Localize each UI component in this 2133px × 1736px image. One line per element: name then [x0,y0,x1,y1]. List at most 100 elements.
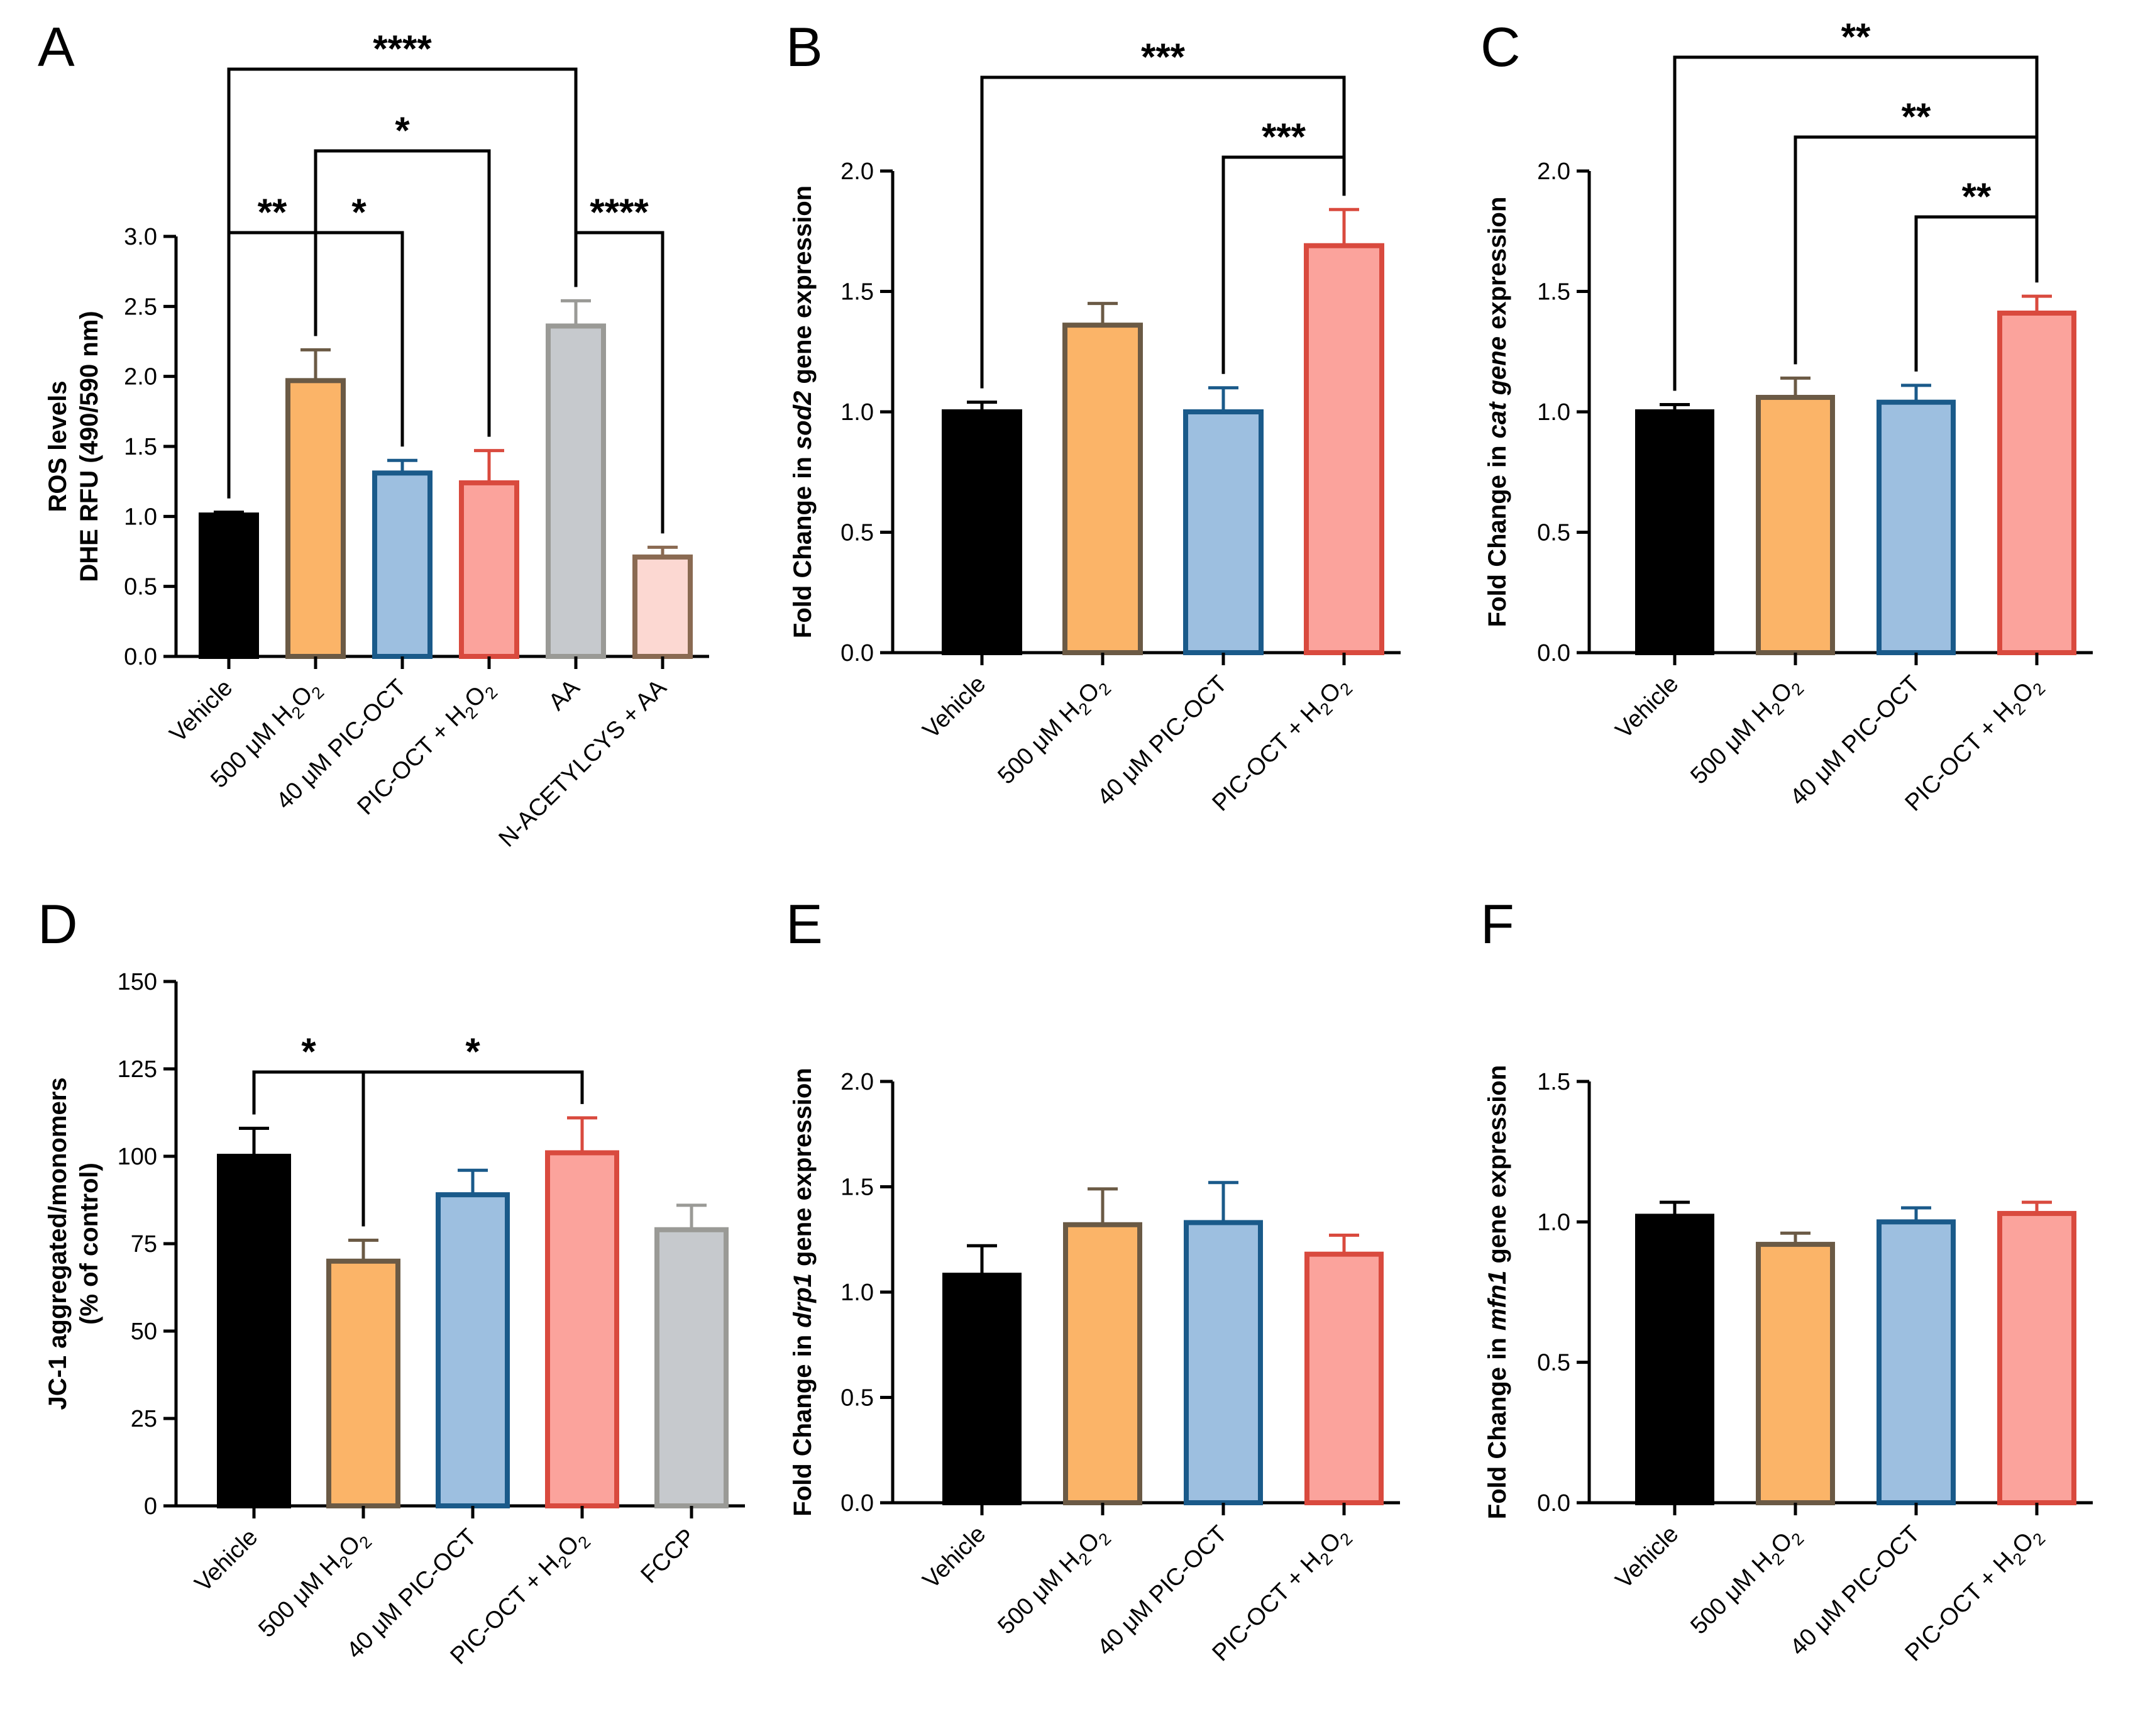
y-tick-label: 1.5 [1537,1069,1570,1095]
category-label: PIC-OCT + H2O2 [1207,1521,1356,1670]
y-axis-title: Fold Change in cat gene expression [1484,197,1511,628]
category-label: 500 μM H2O2 [253,1524,375,1646]
significance-bracket [314,231,404,447]
bar [1183,409,1264,655]
y-tick-label: 75 [131,1231,157,1258]
y-tick-label: 0 [144,1493,157,1520]
significance-bracket [574,231,664,534]
bar [1997,1210,2076,1506]
y-tick-label: 50 [131,1319,157,1345]
significance-label: ** [1902,96,1931,138]
y-tick-label: 2.0 [841,1069,874,1095]
panel-a: A 0.0 0.5 1.0 1.5 2.0 2.5 3.0 ROS levels DHE RFU … [38,16,709,852]
significance-bracket [1673,55,2039,391]
bar [1304,243,1384,656]
bar [1877,1219,1956,1506]
y-tick-label: 2.0 [841,158,874,185]
y-tick-label: 3.0 [124,224,157,250]
y-tick-label: 0.5 [841,520,874,546]
bar [546,323,606,659]
y-tick-label: 0.5 [124,574,157,600]
y-tick-label: 0.5 [1537,1350,1570,1376]
y-tick-label: 0.5 [841,1385,874,1412]
bar [1635,1214,1714,1506]
y-axis-title: Fold Change in drp1 gene expression [789,1068,817,1516]
category-label: PIC-OCT + H2O2 [1900,671,2049,820]
category-label: Vehicle [190,1524,263,1597]
panel-letter: B [786,16,823,78]
bar [1184,1220,1263,1505]
category-label: FCCP [636,1524,701,1589]
panel-d: D 0 25 50 75 100 125 150 JC-1 aggregated/monomer… [38,893,745,1672]
significance-bracket [361,1070,584,1227]
panel-letter: F [1480,893,1514,955]
significance-bracket [1914,215,2039,372]
y-tick-label: 1.5 [124,434,157,460]
y-tick-label: 100 [118,1144,157,1170]
bar [942,409,1022,655]
y-axis-title: DHE RFU (490/590 nm) [75,311,103,582]
category-label: 500 μM H2O2 [1685,1521,1807,1643]
y-tick-label: 1.0 [841,399,874,426]
panel-letter: D [38,893,78,955]
bar [285,378,346,659]
significance-label: * [465,1031,480,1073]
significance-label: ** [258,191,287,233]
y-tick-label: 125 [118,1056,157,1083]
category-label: Vehicle [918,1521,991,1594]
y-tick-label: 1.0 [1537,399,1570,426]
y-tick-label: 1.5 [841,1175,874,1201]
panel-c: C 0.0 0.5 1.0 1.5 2.0 Fold Change in cat gene … [1480,16,2093,819]
y-axis-title: (% of control) [75,1163,103,1325]
panel-letter: A [38,16,75,78]
y-axis-title: Fold Change in mfn1 gene expression [1484,1065,1511,1519]
bar [459,480,519,659]
bar [1877,399,1956,655]
panel-b: B 0.0 0.5 1.0 1.5 2.0 Fold Change in sod2 gene… [786,16,1401,819]
y-tick-label: 1.5 [841,279,874,306]
category-label: Vehicle [918,671,991,744]
bar [632,554,693,660]
significance-label: * [395,109,410,152]
category-label: 500 μM H2O2 [1685,671,1807,793]
category-label: Vehicle [1611,1521,1684,1594]
significance-bracket [980,75,1346,389]
y-tick-label: 2.5 [124,294,157,320]
bar [217,1154,291,1508]
y-tick-label: 0.0 [841,640,874,666]
category-label: PIC-OCT + H2O2 [1900,1521,2049,1670]
category-label: Vehicle [165,675,238,748]
y-tick-label: 0.0 [841,1490,874,1517]
significance-bracket [1794,135,2039,365]
y-tick-label: 1.5 [1537,279,1570,306]
bar [199,512,259,660]
bar [1756,1242,1835,1505]
category-label: N-ACETYLCYS + AA [494,674,672,852]
bar [1062,323,1143,655]
bar [1997,310,2076,656]
category-label: Vehicle [1611,671,1684,744]
category-label: 500 μM H2O2 [993,1521,1115,1643]
significance-label: *** [1141,36,1186,78]
y-tick-label: 1.0 [124,504,157,530]
bar [1304,1251,1384,1505]
y-axis-title: Fold Change in sod2 gene expression [789,185,817,638]
y-axis-title: JC-1 aggregated/monomers [44,1077,72,1410]
y-tick-label: 1.0 [841,1280,874,1306]
significance-bracket [1221,155,1346,374]
y-tick-label: 1.0 [1537,1209,1570,1236]
significance-label: * [351,191,367,233]
y-tick-label: 2.0 [1537,158,1570,185]
panel-letter: E [786,893,823,955]
y-tick-label: 0.0 [1537,1490,1570,1517]
y-tick-label: 0.5 [1537,520,1570,546]
significance-label: **** [590,191,649,233]
significance-label: **** [373,28,432,70]
bar [1063,1222,1142,1506]
panel-letter: C [1480,16,1521,78]
y-tick-label: 150 [118,969,157,995]
significance-label: *** [1262,116,1306,158]
bar [326,1258,400,1509]
y-tick-label: 25 [131,1406,157,1432]
